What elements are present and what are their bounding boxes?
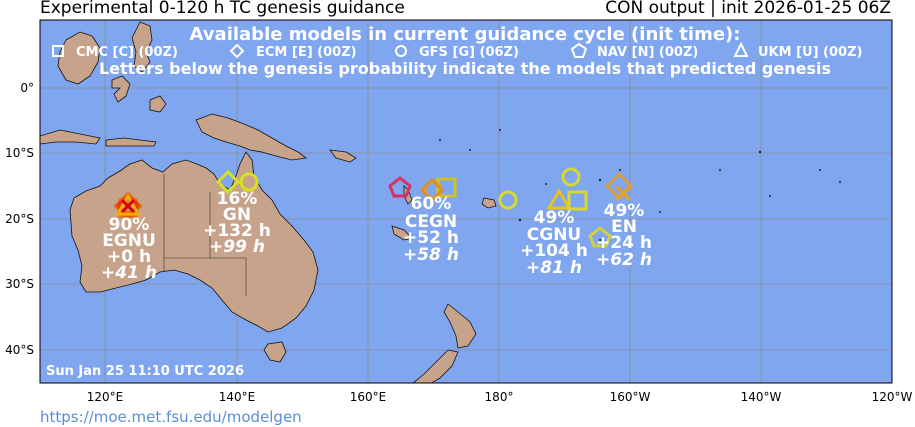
new-zealand-south: [412, 349, 459, 383]
lon-tick: 120°W: [872, 390, 913, 404]
legend-model-label: CMC [C] (00Z): [76, 45, 178, 60]
genesis-models: CEGN: [405, 212, 457, 232]
axis-labels: 120°E 140°E 160°E 180° 160°W 140°W 120°W…: [5, 81, 912, 404]
lat-tick: 10°S: [5, 146, 34, 160]
lat-tick: 0°: [20, 81, 34, 95]
genesis-first-time: +104 h: [520, 241, 588, 261]
java: [40, 129, 101, 145]
genesis-x-marker: [614, 184, 632, 202]
genesis-mean-time: +41 h: [101, 263, 157, 283]
genesis-first-time: +24 h: [596, 233, 652, 253]
ukm-triangle-marker: [546, 188, 572, 210]
cmc-square-marker: [567, 190, 588, 211]
small-islands: [439, 129, 841, 241]
philippines: [131, 21, 153, 73]
map-frame: [39, 19, 893, 384]
legend: Available models in current guidance cyc…: [52, 24, 862, 78]
diamond-icon: [229, 43, 245, 59]
init-time-title: CON output | init 2026-01-25 06Z: [605, 0, 891, 18]
new-caledonia: [391, 225, 413, 241]
genesis-area-label: 49% CGNU +104 h +81 h: [520, 208, 588, 278]
genesis-mean-time: +62 h: [596, 250, 652, 270]
genesis-area-label: 16% GN +132 h +99 h: [203, 189, 271, 257]
lat-tick: 30°S: [5, 277, 34, 291]
nav-pentagon-marker: [588, 226, 612, 248]
genesis-first-time: +0 h: [107, 247, 151, 267]
lon-tick: 160°E: [350, 390, 387, 404]
genesis-models: CGNU: [527, 225, 581, 245]
lon-tick: 120°E: [87, 390, 124, 404]
gfs-circle-marker: [498, 190, 518, 210]
genesis-probability: 49%: [604, 201, 645, 221]
new-guinea: [195, 113, 308, 161]
tasmania: [263, 341, 287, 363]
genesis-first-time: +132 h: [203, 221, 271, 241]
footer-url[interactable]: https://moe.met.fsu.edu/modelgen: [40, 408, 302, 426]
pentagon-icon: [570, 42, 588, 58]
ukm-triangle-marker: [115, 192, 141, 216]
new-zealand-north: [443, 303, 477, 349]
genesis-first-time: +52 h: [403, 228, 459, 248]
legend-title: Available models in current guidance cyc…: [190, 24, 741, 45]
lon-tick: 140°E: [219, 390, 256, 404]
model-markers: [113, 167, 634, 248]
genesis-area-label: 90% EGNU +0 h +41 h: [101, 215, 157, 283]
sulawesi: [111, 75, 131, 103]
genesis-mean-time: +81 h: [526, 258, 582, 278]
square-icon: [52, 45, 64, 57]
map-title: Experimental 0-120 h TC genesis guidance: [40, 0, 405, 18]
genesis-probability: 16%: [217, 189, 258, 209]
genesis-probability: 90%: [109, 215, 150, 235]
triangle-icon: [733, 41, 749, 57]
timestamp: Sun Jan 25 11:10 UTC 2026: [46, 364, 244, 379]
ecm-diamond-marker: [419, 177, 445, 203]
solomon-islands: [329, 149, 357, 163]
gfs-circle-marker: [239, 172, 259, 192]
borneo: [57, 31, 101, 85]
genesis-mean-time: +58 h: [403, 245, 459, 265]
gridlines: [40, 20, 892, 383]
genesis-models: EN: [611, 217, 637, 237]
ecm-diamond-marker: [215, 169, 241, 195]
genesis-mean-time: +99 h: [209, 237, 265, 257]
maluku: [149, 95, 167, 113]
legend-note: Letters below the genesis probability in…: [99, 59, 831, 78]
lon-tick: 140°W: [741, 390, 782, 404]
lat-tick: 40°S: [5, 343, 34, 357]
genesis-area-label: 60% CEGN +52 h +58 h: [403, 194, 459, 265]
lon-tick: 180°: [485, 390, 514, 404]
genesis-probability: 60%: [411, 194, 452, 214]
legend-model-label: UKM [U] (00Z): [758, 45, 862, 60]
nav-pentagon-marker: [388, 176, 412, 198]
state-borders: [163, 174, 247, 296]
genesis-probability: 49%: [534, 208, 575, 228]
fiji: [481, 197, 497, 209]
genesis-area-label: 49% EN +24 h +62 h: [596, 201, 652, 270]
genesis-labels: 90% EGNU +0 h +41 h 16% GN +132 h +99 h …: [101, 189, 652, 283]
lon-tick: 160°W: [610, 390, 651, 404]
genesis-models: EGNU: [102, 231, 156, 251]
genesis-models: GN: [223, 205, 251, 225]
lat-tick: 20°S: [5, 212, 34, 226]
genesis-x-marker: [120, 198, 136, 214]
circle-icon: [395, 45, 407, 57]
legend-model-label: GFS [G] (06Z): [419, 45, 519, 60]
gfs-circle-marker: [561, 167, 581, 187]
legend-model-label: ECM [E] (00Z): [256, 45, 357, 60]
lesser-sunda: [105, 137, 157, 147]
legend-model-label: NAV [N] (00Z): [597, 45, 698, 60]
